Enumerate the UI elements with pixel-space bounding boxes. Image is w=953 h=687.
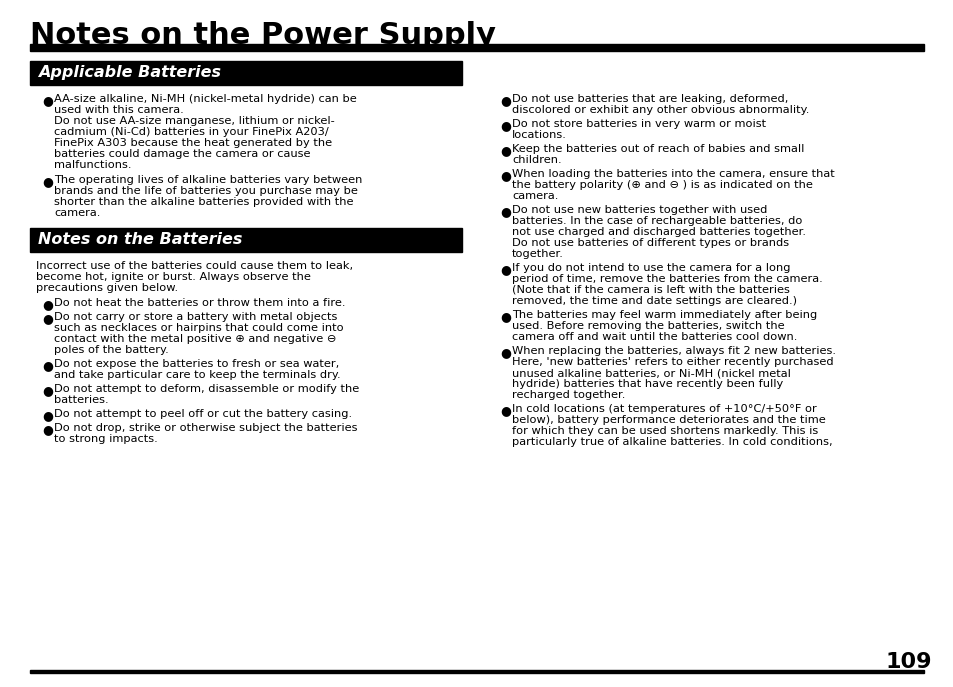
Text: Notes on the Power Supply: Notes on the Power Supply	[30, 21, 496, 50]
Text: 109: 109	[884, 652, 931, 672]
Text: Do not use batteries of different types or brands: Do not use batteries of different types …	[512, 238, 788, 248]
Text: ●: ●	[42, 298, 52, 311]
Text: When loading the batteries into the camera, ensure that: When loading the batteries into the came…	[512, 169, 834, 179]
Text: The batteries may feel warm immediately after being: The batteries may feel warm immediately …	[512, 310, 817, 320]
Text: together.: together.	[512, 249, 563, 259]
Text: Do not use batteries that are leaking, deformed,: Do not use batteries that are leaking, d…	[512, 94, 787, 104]
Text: Do not drop, strike or otherwise subject the batteries: Do not drop, strike or otherwise subject…	[54, 423, 357, 433]
Text: used with this camera.: used with this camera.	[54, 105, 184, 115]
Text: period of time, remove the batteries from the camera.: period of time, remove the batteries fro…	[512, 274, 821, 284]
Text: ●: ●	[42, 94, 52, 107]
Text: and take particular care to keep the terminals dry.: and take particular care to keep the ter…	[54, 370, 340, 380]
Text: not use charged and discharged batteries together.: not use charged and discharged batteries…	[512, 227, 805, 237]
Text: batteries. In the case of rechargeable batteries, do: batteries. In the case of rechargeable b…	[512, 216, 801, 226]
Text: camera.: camera.	[512, 191, 558, 201]
Text: precautions given below.: precautions given below.	[36, 283, 178, 293]
Text: cadmium (Ni-Cd) batteries in your FinePix A203/: cadmium (Ni-Cd) batteries in your FinePi…	[54, 127, 329, 137]
Text: recharged together.: recharged together.	[512, 390, 625, 400]
Text: ●: ●	[499, 144, 511, 157]
Text: FinePix A303 because the heat generated by the: FinePix A303 because the heat generated …	[54, 138, 332, 148]
Text: ●: ●	[42, 175, 52, 188]
Text: Incorrect use of the batteries could cause them to leak,: Incorrect use of the batteries could cau…	[36, 261, 353, 271]
Text: the battery polarity (⊕ and ⊖ ) is as indicated on the: the battery polarity (⊕ and ⊖ ) is as in…	[512, 180, 812, 190]
Text: Do not carry or store a battery with metal objects: Do not carry or store a battery with met…	[54, 312, 337, 322]
Text: Do not heat the batteries or throw them into a fire.: Do not heat the batteries or throw them …	[54, 298, 345, 308]
Text: become hot, ignite or burst. Always observe the: become hot, ignite or burst. Always obse…	[36, 272, 311, 282]
Text: unused alkaline batteries, or Ni-MH (nickel metal: unused alkaline batteries, or Ni-MH (nic…	[512, 368, 790, 378]
Text: ●: ●	[499, 404, 511, 417]
Text: ●: ●	[499, 263, 511, 276]
Text: brands and the life of batteries you purchase may be: brands and the life of batteries you pur…	[54, 186, 357, 196]
Text: ●: ●	[499, 310, 511, 323]
Text: such as necklaces or hairpins that could come into: such as necklaces or hairpins that could…	[54, 323, 343, 333]
Text: batteries could damage the camera or cause: batteries could damage the camera or cau…	[54, 149, 310, 159]
Text: discolored or exhibit any other obvious abnormality.: discolored or exhibit any other obvious …	[512, 105, 808, 115]
Bar	[30, 61, 461, 85]
Bar	[30, 44, 923, 51]
Text: When replacing the batteries, always fit 2 new batteries.: When replacing the batteries, always fit…	[512, 346, 835, 356]
Text: for which they can be used shortens markedly. This is: for which they can be used shortens mark…	[512, 426, 818, 436]
Text: particularly true of alkaline batteries. In cold conditions,: particularly true of alkaline batteries.…	[512, 437, 832, 447]
Text: ●: ●	[42, 409, 52, 422]
Text: poles of the battery.: poles of the battery.	[54, 345, 169, 355]
Bar	[30, 670, 923, 673]
Text: removed, the time and date settings are cleared.): removed, the time and date settings are …	[512, 296, 796, 306]
Text: Notes on the Batteries: Notes on the Batteries	[38, 232, 242, 247]
Text: If you do not intend to use the camera for a long: If you do not intend to use the camera f…	[512, 263, 790, 273]
Text: ●: ●	[499, 94, 511, 107]
Text: ●: ●	[42, 384, 52, 397]
Text: Do not attempt to deform, disassemble or modify the: Do not attempt to deform, disassemble or…	[54, 384, 359, 394]
Text: children.: children.	[512, 155, 561, 165]
Text: camera off and wait until the batteries cool down.: camera off and wait until the batteries …	[512, 332, 797, 342]
Text: Keep the batteries out of reach of babies and small: Keep the batteries out of reach of babie…	[512, 144, 803, 154]
Text: Do not use new batteries together with used: Do not use new batteries together with u…	[512, 205, 766, 215]
Text: The operating lives of alkaline batteries vary between: The operating lives of alkaline batterie…	[54, 175, 362, 185]
Text: Applicable Batteries: Applicable Batteries	[38, 65, 221, 80]
Text: contact with the metal positive ⊕ and negative ⊖: contact with the metal positive ⊕ and ne…	[54, 334, 336, 344]
Text: In cold locations (at temperatures of +10°C/+50°F or: In cold locations (at temperatures of +1…	[512, 404, 816, 414]
Text: used. Before removing the batteries, switch the: used. Before removing the batteries, swi…	[512, 321, 783, 331]
Text: camera.: camera.	[54, 208, 100, 218]
Text: ●: ●	[499, 205, 511, 218]
Text: to strong impacts.: to strong impacts.	[54, 434, 157, 444]
Text: ●: ●	[42, 359, 52, 372]
Text: hydride) batteries that have recently been fully: hydride) batteries that have recently be…	[512, 379, 782, 389]
Text: ●: ●	[42, 423, 52, 436]
Text: Do not use AA-size manganese, lithium or nickel-: Do not use AA-size manganese, lithium or…	[54, 116, 335, 126]
Text: (Note that if the camera is left with the batteries: (Note that if the camera is left with th…	[512, 285, 789, 295]
Text: batteries.: batteries.	[54, 395, 109, 405]
Text: malfunctions.: malfunctions.	[54, 160, 132, 170]
Text: Do not expose the batteries to fresh or sea water,: Do not expose the batteries to fresh or …	[54, 359, 339, 369]
Text: ●: ●	[499, 169, 511, 182]
Text: AA-size alkaline, Ni-MH (nickel-metal hydride) can be: AA-size alkaline, Ni-MH (nickel-metal hy…	[54, 94, 356, 104]
Text: ●: ●	[499, 119, 511, 132]
Text: below), battery performance deteriorates and the time: below), battery performance deteriorates…	[512, 415, 825, 425]
Text: locations.: locations.	[512, 130, 566, 140]
Text: ●: ●	[499, 346, 511, 359]
Text: shorter than the alkaline batteries provided with the: shorter than the alkaline batteries prov…	[54, 197, 354, 207]
Text: Do not attempt to peel off or cut the battery casing.: Do not attempt to peel off or cut the ba…	[54, 409, 352, 419]
Text: ●: ●	[42, 312, 52, 325]
Text: Do not store batteries in very warm or moist: Do not store batteries in very warm or m…	[512, 119, 765, 129]
Bar	[30, 228, 461, 252]
Text: Here, 'new batteries' refers to either recently purchased: Here, 'new batteries' refers to either r…	[512, 357, 833, 367]
